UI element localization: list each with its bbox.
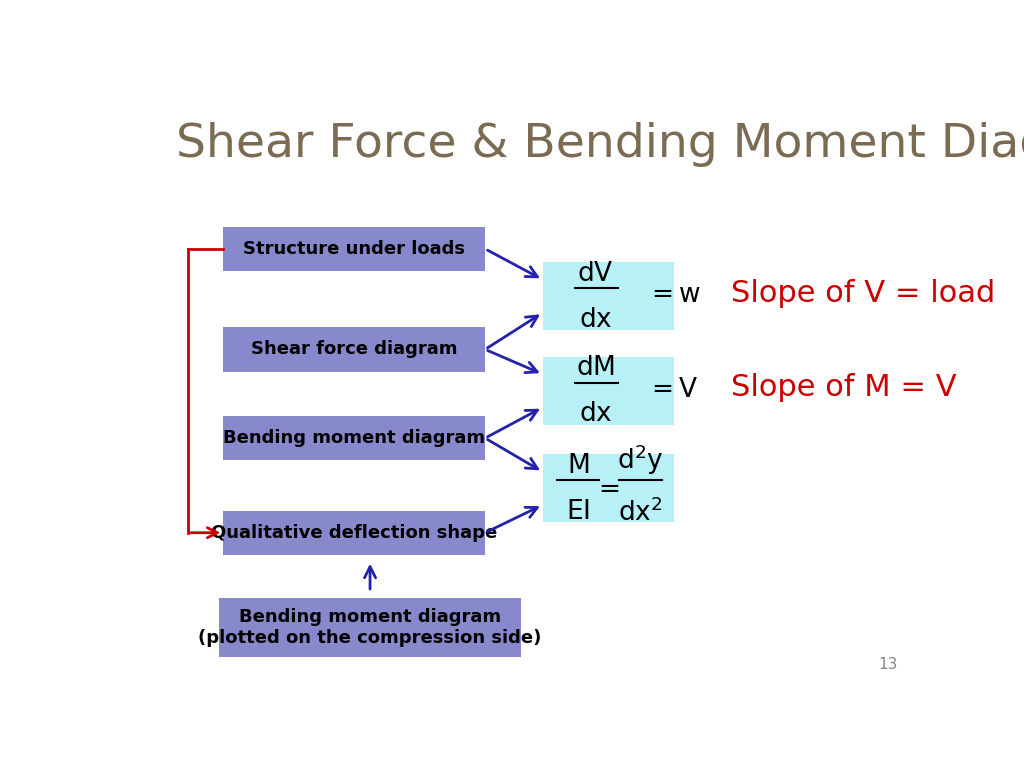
Text: Slope of V = load: Slope of V = load xyxy=(731,279,995,308)
Text: $\mathrm{M}$: $\mathrm{M}$ xyxy=(567,452,589,478)
Text: $\mathrm{dM}$: $\mathrm{dM}$ xyxy=(575,355,615,380)
Text: $\mathrm{EI}$: $\mathrm{EI}$ xyxy=(566,499,590,524)
FancyBboxPatch shape xyxy=(223,416,485,460)
Text: $= \mathrm{V}$: $= \mathrm{V}$ xyxy=(646,377,698,402)
Text: $\mathrm{dx}$: $\mathrm{dx}$ xyxy=(579,307,612,332)
Text: Structure under loads: Structure under loads xyxy=(243,240,465,258)
Text: Slope of M = V: Slope of M = V xyxy=(731,373,956,402)
Text: Bending moment diagram
(plotted on the compression side): Bending moment diagram (plotted on the c… xyxy=(199,608,542,647)
Text: $\mathrm{dV}$: $\mathrm{dV}$ xyxy=(578,260,613,286)
Text: $\mathrm{d}^2\mathrm{y}$: $\mathrm{d}^2\mathrm{y}$ xyxy=(616,442,664,476)
FancyBboxPatch shape xyxy=(223,227,485,271)
FancyBboxPatch shape xyxy=(543,262,674,330)
FancyBboxPatch shape xyxy=(543,455,674,522)
Text: $\mathrm{dx}$: $\mathrm{dx}$ xyxy=(579,402,612,426)
Text: Bending moment diagram: Bending moment diagram xyxy=(223,429,485,447)
Text: $= \mathrm{w}$: $= \mathrm{w}$ xyxy=(646,283,701,307)
FancyBboxPatch shape xyxy=(223,511,485,555)
Text: Qualitative deflection shape: Qualitative deflection shape xyxy=(211,524,498,541)
Text: $=$: $=$ xyxy=(593,475,620,500)
FancyBboxPatch shape xyxy=(219,598,521,657)
FancyBboxPatch shape xyxy=(223,327,485,372)
FancyBboxPatch shape xyxy=(543,357,674,425)
Text: $\mathrm{dx}^2$: $\mathrm{dx}^2$ xyxy=(617,498,663,526)
Text: 13: 13 xyxy=(879,657,898,672)
Text: Shear Force & Bending Moment Diagram: Shear Force & Bending Moment Diagram xyxy=(176,121,1024,167)
Text: Shear force diagram: Shear force diagram xyxy=(251,340,458,359)
